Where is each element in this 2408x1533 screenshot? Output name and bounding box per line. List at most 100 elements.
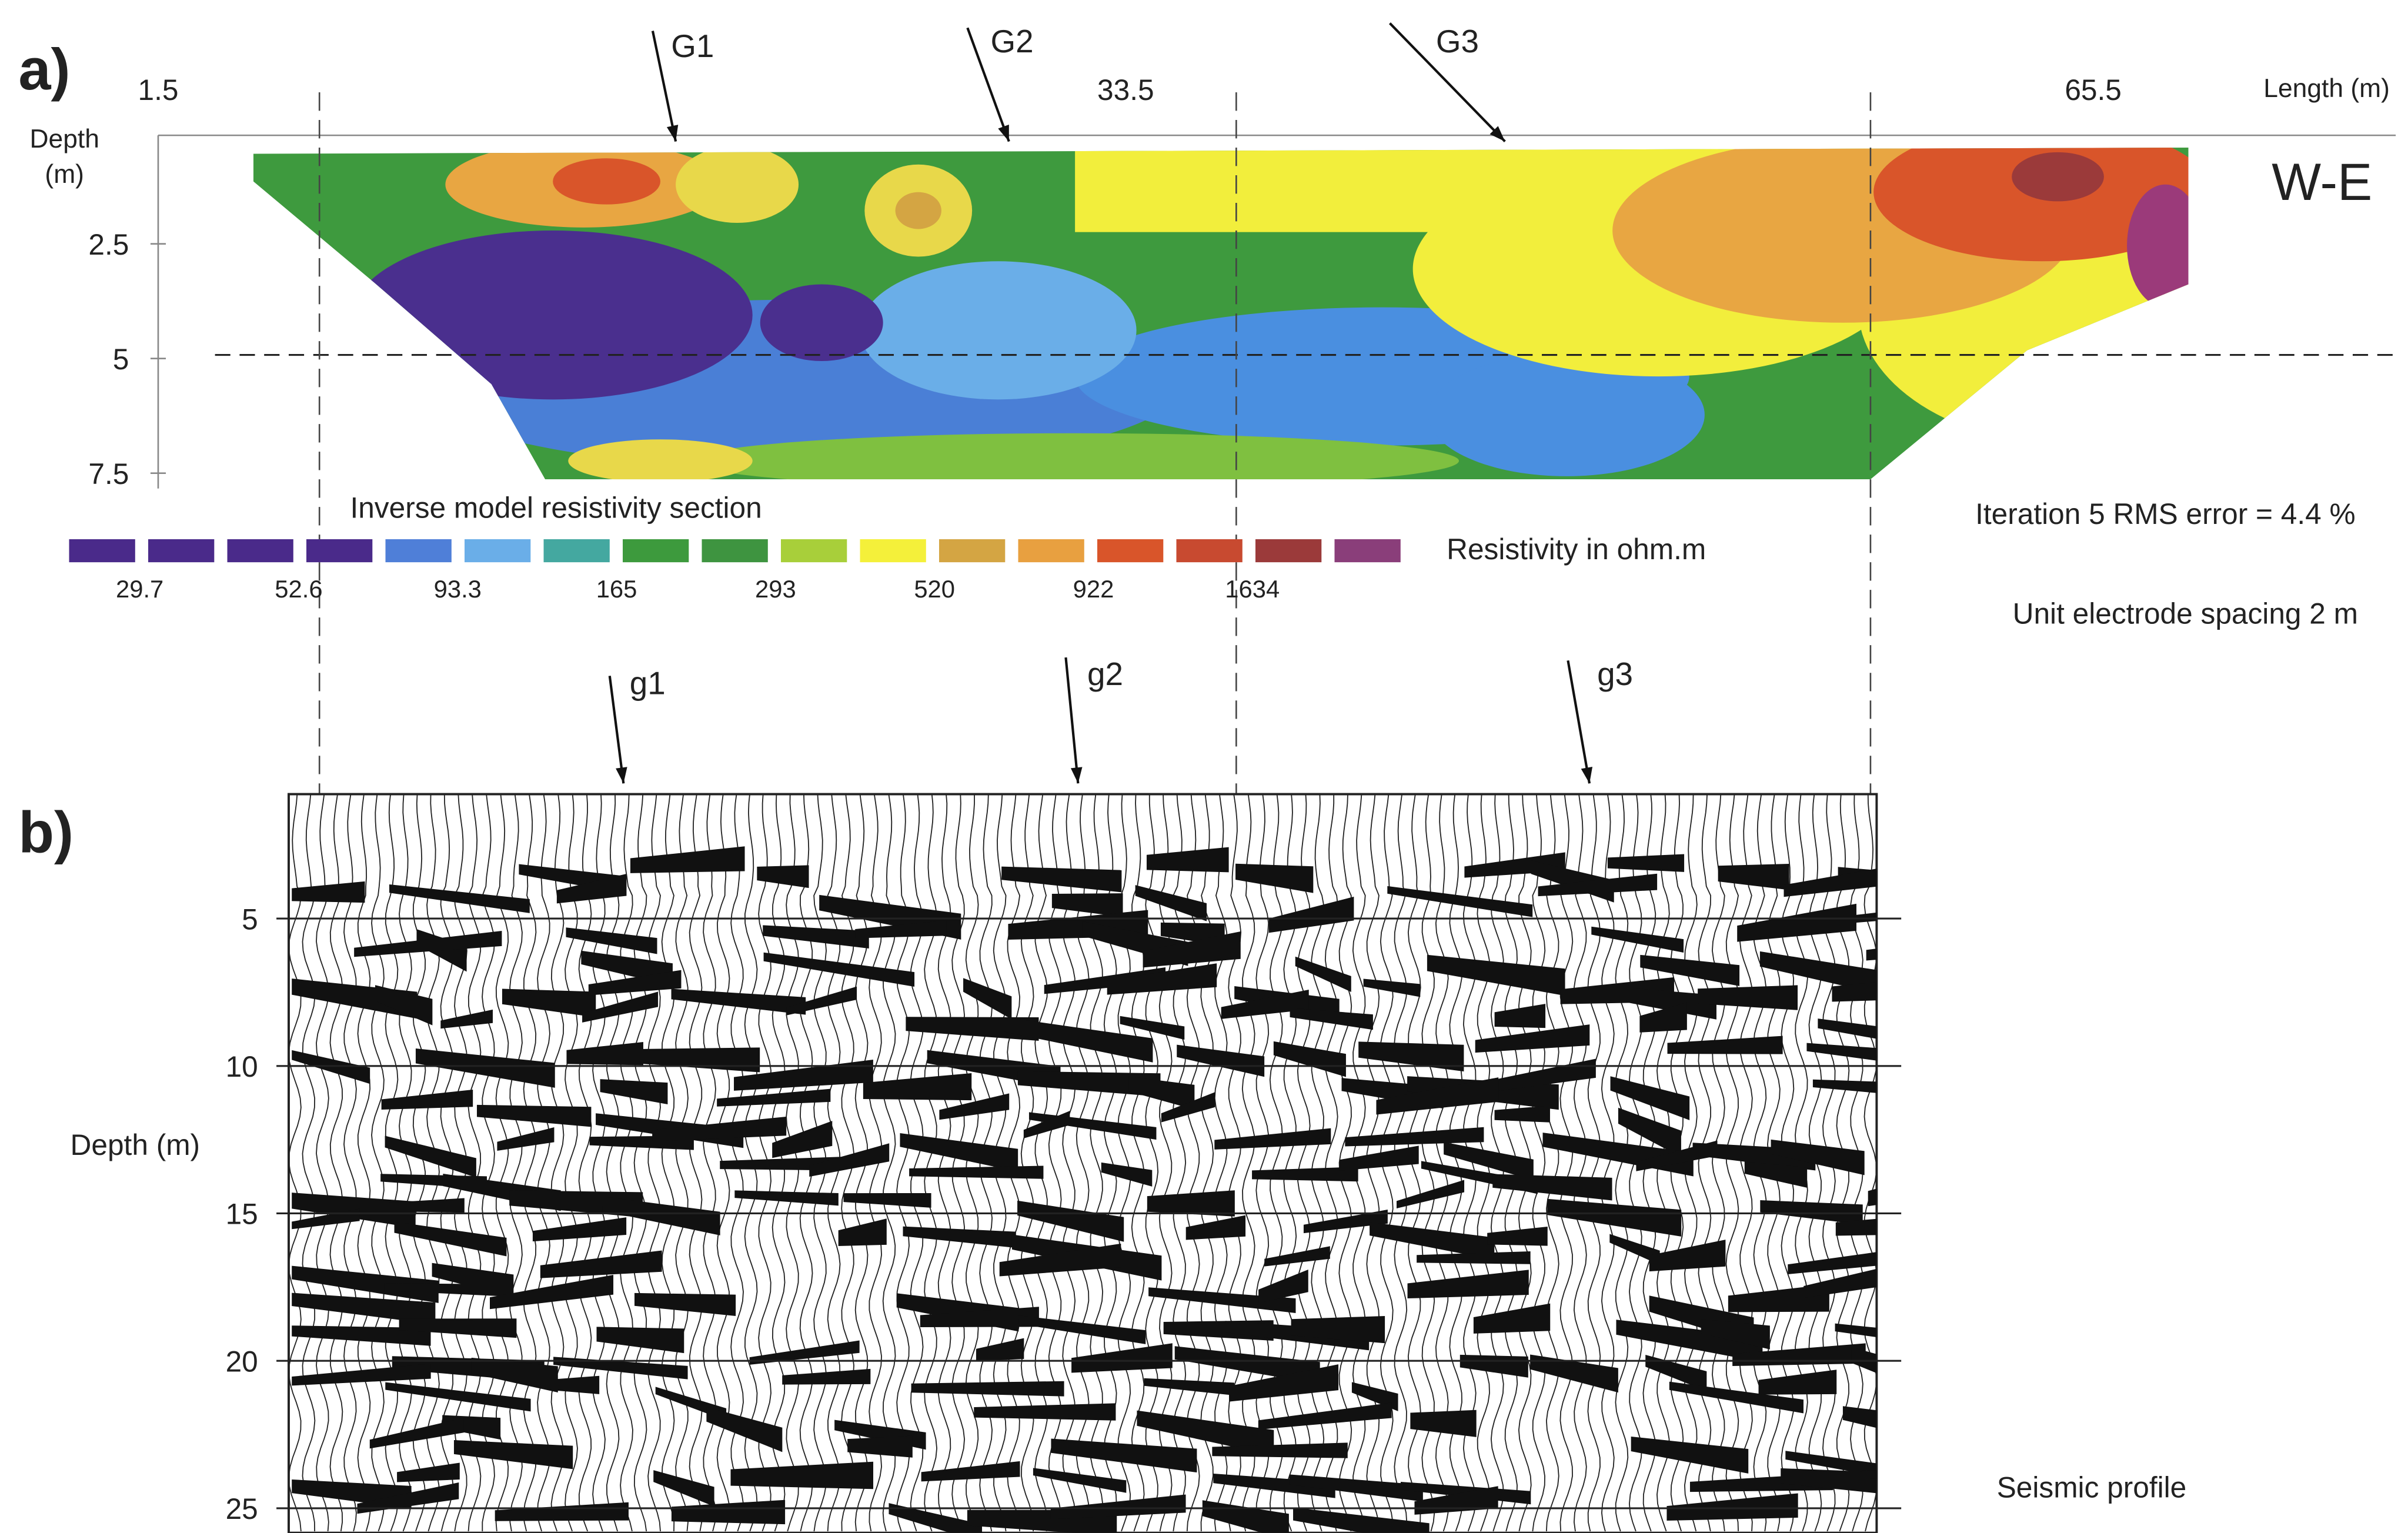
reflector [440, 1009, 493, 1029]
reflector [588, 970, 682, 996]
reflector [1866, 948, 1877, 961]
reflector [1137, 1410, 1274, 1456]
x-tick-label: 33.5 [1097, 74, 1154, 106]
reflector [1264, 1246, 1330, 1267]
reflector [1023, 1111, 1070, 1138]
reflector [1148, 1287, 1296, 1313]
reflector [540, 1250, 662, 1278]
reflector [1303, 1210, 1388, 1234]
colorbar-swatch [306, 539, 373, 563]
reflector [1591, 926, 1684, 953]
reflector [921, 1461, 1020, 1482]
caption: Seismic profile [1997, 1471, 2187, 1504]
reflector [671, 1499, 786, 1525]
reflector [1212, 1442, 1348, 1458]
colorbar-title: Resistivity in ohm.m [1447, 533, 1706, 566]
reflector [369, 1418, 464, 1449]
trace [1255, 794, 1270, 1532]
reflector [1806, 1043, 1877, 1061]
reflector [1229, 1364, 1339, 1402]
reflector [1214, 1128, 1331, 1150]
colorbar-swatch [1334, 539, 1401, 563]
reflector [911, 1381, 1064, 1397]
reflector [385, 1382, 531, 1412]
colorbar-label: 293 [755, 575, 796, 603]
reflector [1868, 1188, 1877, 1207]
reflector [389, 884, 530, 913]
reflector [1107, 963, 1217, 995]
reflector [1538, 873, 1658, 897]
reflector [476, 1104, 592, 1127]
iteration-note: Iteration 5 RMS error = 4.4 % [1975, 497, 2356, 530]
reflector [1396, 1180, 1465, 1208]
y-tick-label: 2.5 [88, 228, 129, 261]
reflector [1120, 1016, 1185, 1040]
reflector [900, 1133, 1018, 1172]
reflector [1737, 903, 1857, 942]
reflector [1003, 1017, 1153, 1063]
reflector [1221, 990, 1309, 1019]
reflector [1252, 1167, 1358, 1182]
colorbar-swatch [1097, 539, 1164, 563]
trace [661, 794, 675, 1532]
arrow [1389, 22, 1506, 143]
length-label: Length (m) [2263, 74, 2390, 103]
arrow-head [666, 125, 679, 142]
trace [606, 794, 620, 1532]
trace [1532, 794, 1546, 1532]
reflector [556, 874, 627, 904]
reflector [1818, 1018, 1877, 1039]
reflector [1387, 886, 1533, 917]
colorbar-label: 52.6 [275, 575, 322, 603]
reflector [653, 1470, 714, 1507]
colorbar-label: 29.7 [116, 575, 163, 603]
marker-label: G1 [671, 28, 714, 64]
reflector [1610, 1076, 1690, 1120]
reflector [1290, 1008, 1373, 1030]
reflector [939, 1093, 1010, 1120]
reflector [1639, 1002, 1687, 1033]
colorbar-swatch [148, 539, 215, 563]
reflector [838, 1218, 887, 1247]
reflector [292, 1363, 431, 1386]
reflector [1044, 967, 1166, 994]
trace [1587, 794, 1601, 1532]
trace [371, 794, 385, 1532]
reflector [1376, 1077, 1499, 1115]
reflector [1627, 987, 1716, 1020]
reflector [671, 988, 806, 1015]
reflector [1147, 1190, 1235, 1217]
x-tick-label: 65.5 [2065, 74, 2122, 106]
trace [1601, 794, 1615, 1532]
reflector [1530, 1354, 1618, 1393]
colorbar-swatch [227, 539, 293, 563]
colorbar-swatch [1018, 539, 1084, 563]
panel-label: a) [18, 37, 70, 102]
reflector [999, 1243, 1121, 1277]
reflector [292, 1325, 431, 1346]
reflector [1291, 1316, 1385, 1344]
reflector [1781, 1468, 1877, 1494]
reflector [1363, 978, 1421, 997]
reflector [1289, 1474, 1423, 1502]
reflector [1835, 1218, 1877, 1236]
reflector [1258, 1270, 1308, 1303]
reflector [1407, 1270, 1529, 1299]
reflector [1444, 1142, 1534, 1181]
reflector [389, 1198, 465, 1213]
reflector [749, 1340, 860, 1365]
colorbar-swatch [1255, 539, 1322, 563]
reflector [1609, 1234, 1660, 1265]
y-tick-label: 5 [242, 903, 258, 936]
trace [316, 794, 329, 1532]
reflector [976, 1338, 1024, 1362]
reflector [292, 1050, 370, 1084]
trace [592, 794, 606, 1532]
reflector [384, 1283, 509, 1297]
trace [1200, 794, 1214, 1532]
reflector [1345, 1127, 1484, 1147]
depth-label: Depth (m) [71, 1128, 201, 1161]
reflector [1760, 1200, 1863, 1225]
panel-a: a) Depth (m) Length (m) [18, 37, 2396, 630]
y-tick-label: 25 [226, 1492, 258, 1525]
